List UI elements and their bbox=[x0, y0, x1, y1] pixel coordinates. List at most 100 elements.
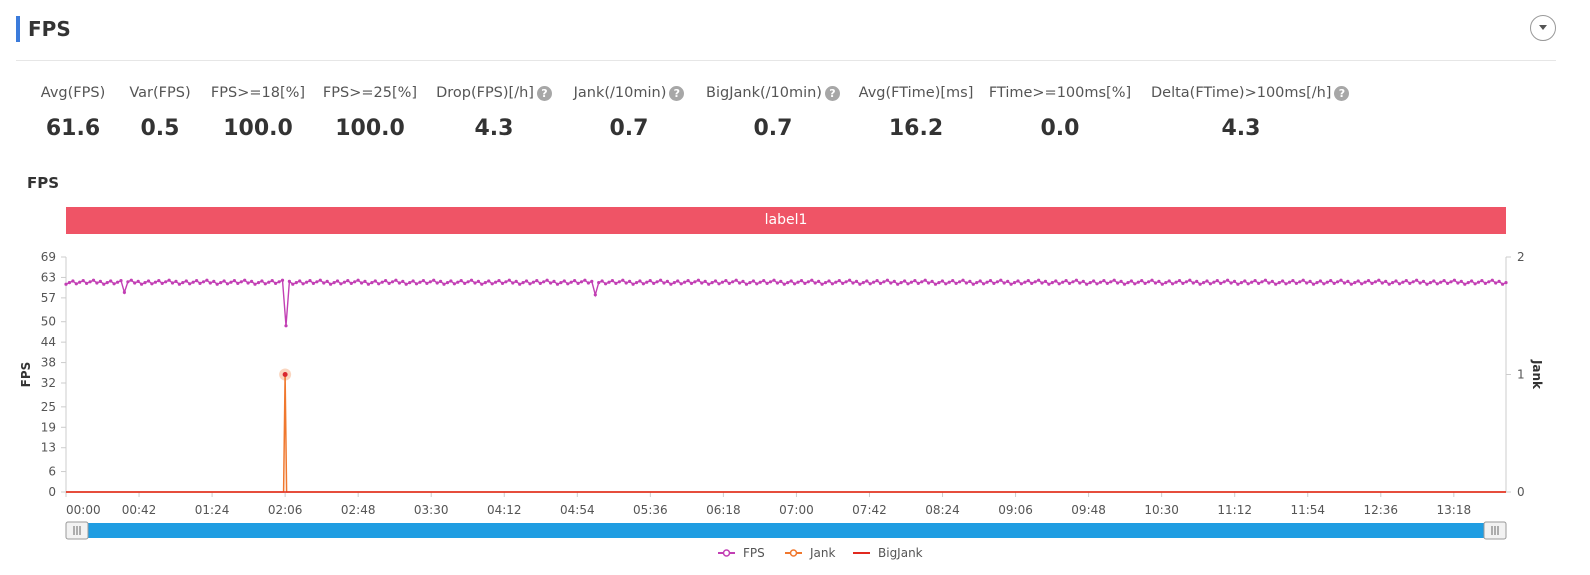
fps-point bbox=[854, 279, 859, 283]
fps-point bbox=[335, 279, 340, 283]
fps-point bbox=[1415, 278, 1419, 282]
fps-point bbox=[243, 278, 247, 282]
fps-point bbox=[1452, 278, 1456, 282]
fps-point bbox=[569, 280, 573, 284]
fps-point bbox=[270, 279, 274, 283]
fps-point bbox=[212, 279, 216, 283]
fps-point bbox=[837, 279, 841, 283]
fps-point bbox=[951, 279, 955, 283]
x-tick-label: 04:12 bbox=[487, 503, 522, 517]
fps-point bbox=[1023, 280, 1027, 284]
metric-label: Var(FPS) bbox=[129, 85, 191, 101]
y-left-tick-label: 25 bbox=[41, 400, 56, 414]
fps-point bbox=[758, 280, 762, 284]
fps-point bbox=[342, 280, 346, 284]
fps-point bbox=[968, 279, 972, 283]
fps-point bbox=[466, 280, 470, 284]
fps-point bbox=[1267, 281, 1271, 285]
fps-point bbox=[679, 282, 683, 286]
fps-point bbox=[583, 278, 587, 282]
fps-point bbox=[1198, 282, 1202, 286]
legend-marker-fps bbox=[722, 549, 731, 557]
fps-point bbox=[136, 279, 140, 283]
fps-point bbox=[576, 281, 580, 285]
fps-point bbox=[85, 281, 89, 285]
fps-point bbox=[521, 281, 525, 285]
fps-point bbox=[184, 279, 188, 283]
fps-point bbox=[641, 282, 646, 286]
fps-point bbox=[1019, 282, 1024, 286]
help-icon[interactable]: ? bbox=[669, 85, 685, 101]
fps-point bbox=[469, 278, 474, 282]
legend-label-jank[interactable]: Jank bbox=[809, 546, 835, 560]
fps-point bbox=[1263, 278, 1267, 282]
legend-label-bigjank[interactable]: BigJank bbox=[878, 546, 923, 560]
fps-point bbox=[215, 282, 219, 286]
y-left-tick-label: 63 bbox=[41, 270, 56, 284]
fps-point bbox=[229, 280, 233, 284]
fps-point bbox=[497, 279, 501, 283]
fps-point bbox=[1219, 281, 1223, 285]
fps-point bbox=[305, 280, 309, 284]
fps-point bbox=[655, 280, 659, 284]
fps-point bbox=[1071, 280, 1075, 284]
fps-point bbox=[404, 282, 408, 286]
fps-point bbox=[1171, 282, 1175, 286]
fps-point bbox=[1476, 280, 1481, 284]
fps-point bbox=[1353, 281, 1357, 285]
fps-point bbox=[803, 281, 807, 285]
fps-point bbox=[208, 281, 212, 285]
fps-point bbox=[621, 278, 625, 282]
fps-point bbox=[363, 279, 367, 283]
fps-point bbox=[555, 282, 560, 286]
metric-6: BigJank(/10min)? 0.7 bbox=[683, 82, 863, 141]
fps-point bbox=[958, 280, 962, 284]
x-tick-label: 05:36 bbox=[633, 503, 668, 517]
help-icon[interactable]: ? bbox=[824, 85, 840, 101]
legend-label-fps[interactable]: FPS bbox=[743, 546, 765, 560]
fps-point bbox=[1384, 279, 1388, 283]
fps-point bbox=[1215, 279, 1219, 283]
fps-point bbox=[1054, 279, 1058, 283]
fps-point bbox=[494, 280, 498, 284]
fps-point bbox=[146, 279, 151, 283]
metric-value: 0.7 bbox=[609, 116, 649, 141]
fps-point bbox=[1298, 280, 1302, 284]
x-tick-label: 08:24 bbox=[925, 503, 960, 517]
fps-point bbox=[1057, 282, 1061, 286]
fps-point bbox=[356, 278, 360, 282]
fps-point bbox=[1377, 278, 1381, 282]
metric-value: 100.0 bbox=[223, 116, 293, 141]
fps-point bbox=[1401, 280, 1405, 284]
fps-point bbox=[119, 279, 123, 283]
fps-point bbox=[408, 281, 412, 285]
zoom-slider-track[interactable] bbox=[66, 523, 1506, 538]
help-icon[interactable]: ? bbox=[1334, 85, 1350, 101]
fps-point bbox=[872, 280, 876, 284]
fps-point bbox=[927, 281, 931, 285]
fps-point bbox=[301, 282, 305, 286]
fps-point bbox=[1270, 279, 1274, 283]
fps-point bbox=[394, 278, 398, 282]
collapse-toggle-button[interactable] bbox=[1530, 15, 1556, 41]
help-icon[interactable]: ? bbox=[536, 85, 552, 101]
fps-point bbox=[992, 281, 996, 285]
fps-point bbox=[1050, 281, 1054, 285]
chart-title: FPS bbox=[27, 174, 60, 192]
fps-point bbox=[360, 281, 364, 285]
fps-point bbox=[796, 280, 800, 284]
fps-point bbox=[573, 279, 577, 283]
fps-point bbox=[129, 278, 133, 282]
fps-point bbox=[1202, 281, 1206, 285]
metric-label: Delta(FTime)>100ms[/h] bbox=[1151, 85, 1332, 101]
fps-point bbox=[1449, 280, 1453, 284]
fps-point bbox=[1480, 279, 1484, 283]
fps-point bbox=[1136, 280, 1140, 284]
fps-point bbox=[779, 279, 783, 283]
fps-chart[interactable]: label1 0 6 13 19 25 32 38 44 50 57 63 69 FPS 0 1 2 Jank 00… bbox=[0, 195, 1590, 575]
fps-point bbox=[1174, 280, 1178, 284]
fps-point bbox=[1092, 279, 1096, 283]
fps-point bbox=[483, 281, 487, 285]
fps-point bbox=[71, 279, 75, 283]
fps-point bbox=[600, 279, 604, 283]
